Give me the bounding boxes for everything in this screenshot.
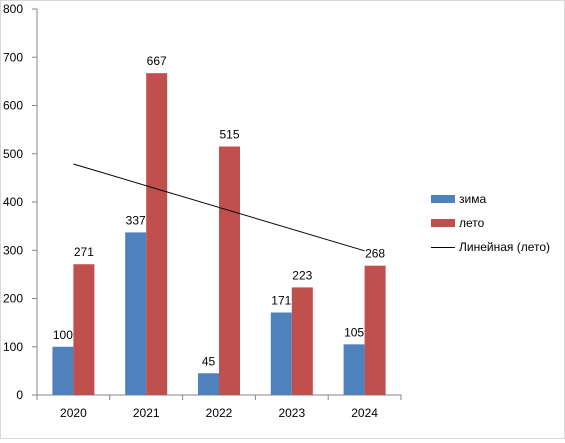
bar-зима-2023 [270,312,292,395]
data-label: 515 [219,128,239,142]
bar-лето-2022 [219,146,240,395]
y-tick-label: 600 [3,99,23,113]
legend-item-trendline: Линейная (лето) [431,235,550,259]
legend-item-winter: зима [431,187,550,211]
legend-swatch-summer [431,219,455,227]
bar-лето-2020 [73,264,95,395]
bar-зима-2024 [343,344,365,395]
y-tick-label: 100 [3,340,23,354]
x-tick-label: 2021 [133,406,160,420]
data-label: 271 [74,245,94,259]
legend-swatch-trendline [431,246,455,248]
y-tick-label: 300 [3,243,23,257]
x-tick-label: 2023 [278,406,305,420]
data-label: 667 [147,54,167,68]
y-tick-label: 200 [3,292,23,306]
bar-зима-2021 [125,232,147,395]
data-label: 337 [126,213,146,227]
bar-зима-2020 [52,346,74,395]
legend-label-winter: зима [459,192,487,206]
y-tick-label: 700 [3,50,23,64]
bar-лето-2023 [291,287,313,395]
legend-label-summer: лето [459,216,485,230]
data-label: 105 [344,325,364,339]
data-label: 171 [271,293,291,307]
data-label: 45 [202,354,216,368]
x-tick-label: 2020 [60,406,87,420]
legend-swatch-winter [431,195,455,203]
data-label: 223 [292,268,312,282]
y-tick-label: 400 [3,195,23,209]
data-label: 268 [365,247,385,261]
legend-item-summer: лето [431,211,550,235]
data-label: 100 [53,328,73,342]
legend-label-trendline: Линейная (лето) [459,240,551,254]
trendline [73,163,365,252]
bar-лето-2021 [146,73,168,396]
bar-лето-2024 [364,265,386,395]
x-tick-label: 2022 [206,406,233,420]
bar-зима-2022 [198,373,219,395]
x-tick-label: 2024 [351,406,378,420]
y-tick-label: 500 [3,147,23,161]
legend: зима лето Линейная (лето) [431,187,550,259]
y-tick-label: 800 [3,2,23,16]
y-tick-label: 0 [16,388,23,402]
